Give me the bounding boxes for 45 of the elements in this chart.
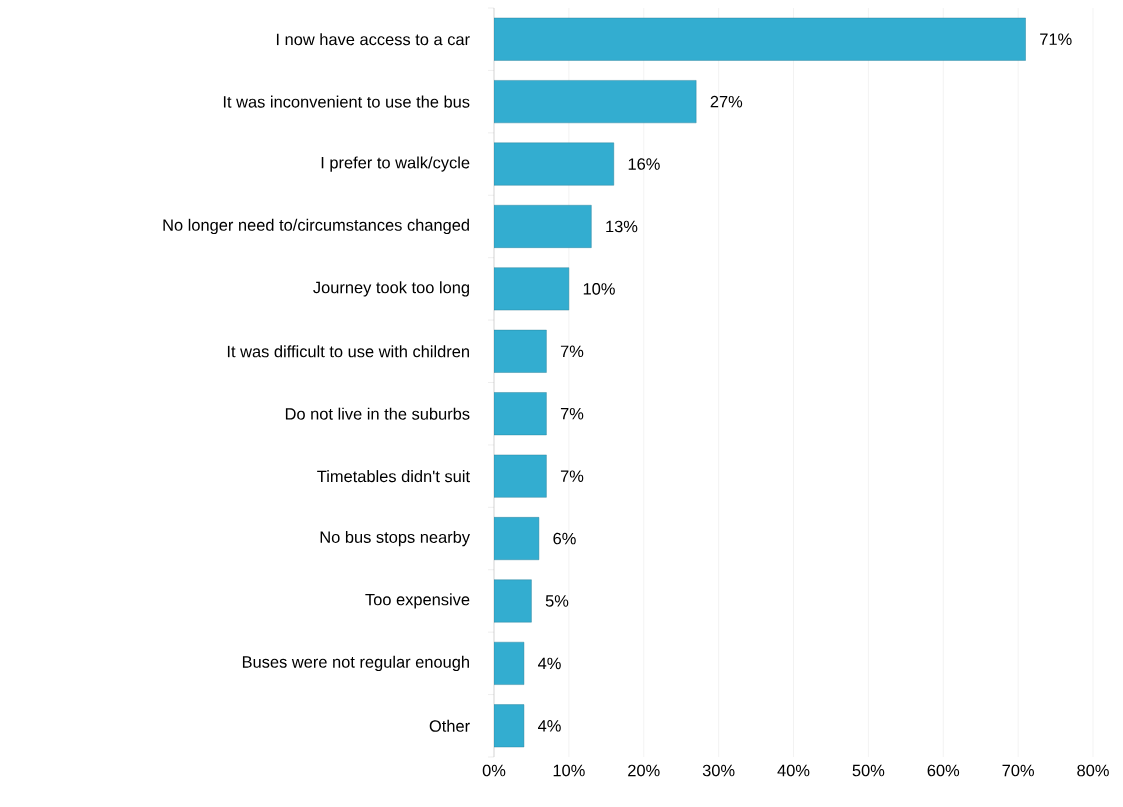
y-tick-label: It was inconvenient to use the bus	[223, 95, 470, 108]
bar	[494, 641, 525, 685]
y-tick-label: No bus stops nearby	[320, 530, 471, 547]
x-tick-label: 70%	[1002, 764, 1034, 777]
y-tick-label: Too expensive	[365, 593, 470, 609]
data-label: 4%	[538, 720, 561, 732]
data-label: 27%	[710, 95, 743, 108]
bar	[494, 17, 1026, 61]
bar	[494, 392, 547, 436]
bar	[494, 329, 547, 373]
y-tick-label: Journey took too long	[313, 281, 469, 297]
x-tick-label: 0%	[482, 764, 506, 777]
y-tick-label: Timetables didn't suit	[317, 470, 470, 483]
bar	[494, 80, 697, 124]
bar	[494, 704, 525, 748]
x-tick-label: 10%	[553, 764, 585, 777]
bar	[494, 205, 592, 248]
data-label: 7%	[560, 345, 584, 358]
data-label: 5%	[545, 595, 569, 607]
x-tick-label: 80%	[1077, 764, 1109, 777]
y-tick-label: No longer need to/circumstances changed	[163, 218, 469, 235]
x-tick-label: 50%	[852, 764, 885, 777]
y-tick-label: I now have access to a car	[276, 33, 470, 46]
data-label: 10%	[583, 283, 615, 295]
bar	[494, 517, 540, 560]
bar	[494, 267, 570, 311]
bar	[494, 454, 547, 498]
bar	[494, 579, 532, 623]
y-tick-label: Do not live in the suburbs	[285, 407, 470, 420]
y-tick-label: It was difficult to use with children	[227, 345, 469, 358]
data-label: 13%	[606, 220, 638, 233]
data-label: 7%	[560, 407, 584, 420]
data-label: 4%	[538, 657, 561, 670]
x-tick-label: 20%	[628, 764, 660, 777]
data-label: 6%	[553, 532, 576, 545]
data-label: 7%	[560, 470, 584, 482]
data-label: 71%	[1040, 33, 1072, 45]
y-tick-label: I prefer to walk/cycle	[321, 156, 470, 172]
y-tick-label: Buses were not regular enough	[242, 655, 469, 672]
y-tick-label: Other	[429, 719, 470, 732]
data-label: 16%	[628, 158, 660, 170]
bar	[494, 142, 614, 186]
x-tick-label: 40%	[777, 764, 810, 777]
x-tick-label: 60%	[927, 764, 960, 777]
x-tick-label: 30%	[702, 764, 735, 777]
